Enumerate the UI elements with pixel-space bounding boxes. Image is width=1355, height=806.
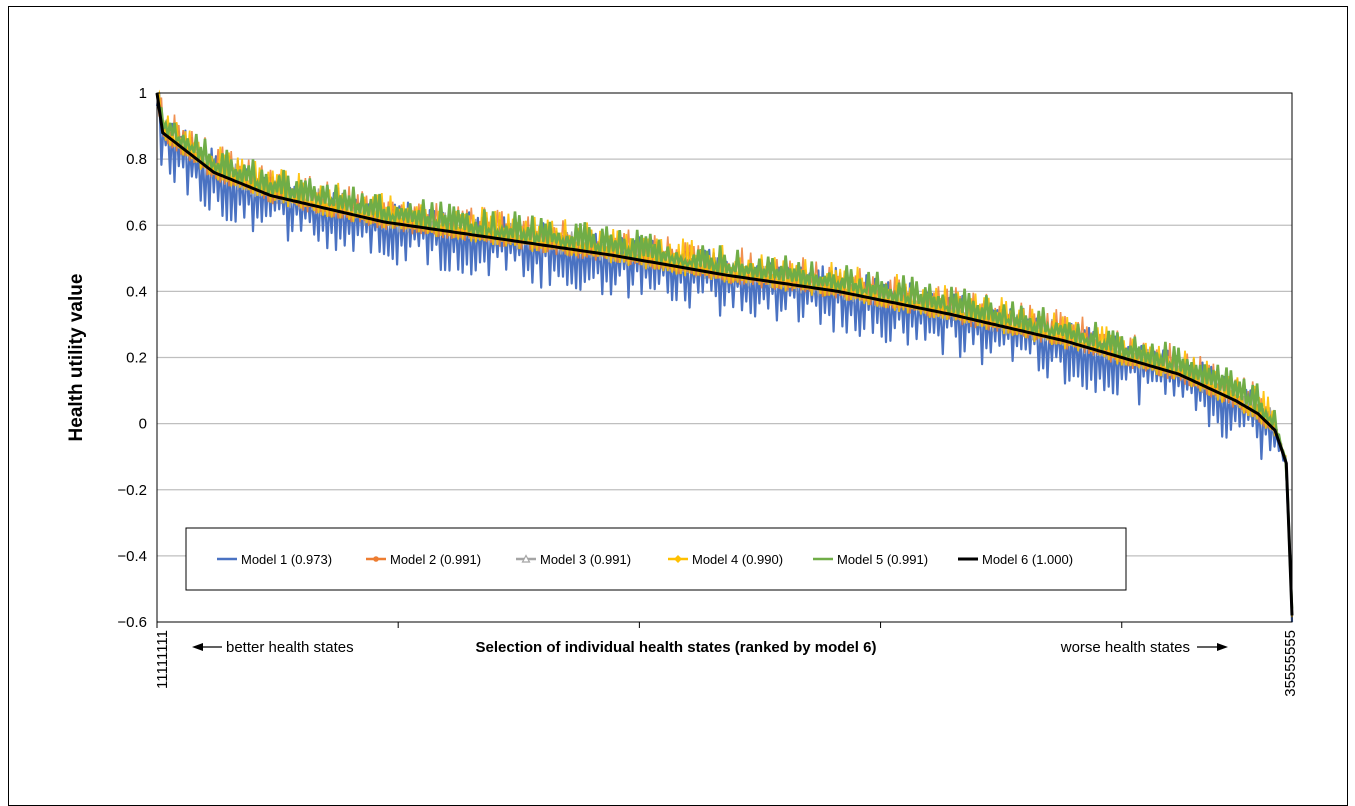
legend-item: Model 4 (0.990) (668, 552, 783, 567)
legend-item: Model 1 (0.973) (217, 552, 332, 567)
y-tick-label: −0.6 (117, 614, 147, 631)
x-last-state-label: 35555555 (1282, 630, 1299, 697)
legend-label: Model 5 (0.991) (837, 552, 928, 567)
legend-marker (521, 554, 531, 563)
y-axis-label: Health utility value (66, 274, 87, 442)
legend-item: Model 2 (0.991) (366, 552, 481, 567)
legend-marker (674, 555, 682, 563)
y-tick-label: 0.6 (126, 217, 147, 234)
legend-label: Model 1 (0.973) (241, 552, 332, 567)
plot-area-border (156, 92, 1293, 623)
x-first-state-label: 11111111 (154, 630, 171, 689)
x-axis-ticks (156, 622, 1123, 628)
y-tick-label: 1 (139, 85, 147, 102)
legend-label: Model 6 (1.000) (982, 552, 1073, 567)
legend-marker (373, 556, 379, 562)
legend-item: Model 3 (0.991) (516, 552, 631, 567)
y-tick-label: 0 (139, 416, 147, 433)
worse-health-text: worse health states (1060, 639, 1190, 656)
legend: Model 1 (0.973) Model 2 (0.991) Model 3 (0… (185, 527, 1127, 591)
y-tick-label: 0.4 (126, 283, 147, 300)
legend-label: Model 2 (0.991) (390, 552, 481, 567)
legend-label: Model 3 (0.991) (540, 552, 631, 567)
legend-item: Model 6 (1.000) (958, 552, 1073, 567)
y-tick-label: −0.4 (117, 548, 147, 565)
series-model-6 (155, 92, 1294, 616)
series-model-5 (155, 92, 1294, 609)
y-tick-label: 0.2 (126, 350, 147, 367)
y-tick-label: −0.2 (117, 482, 147, 499)
y-axis-ticks: 1 0.8 0.6 0.4 0.2 0 −0.2 −0.4 −0.6 (117, 85, 147, 631)
better-health-text: better health states (226, 639, 354, 656)
legend-label: Model 4 (0.990) (692, 552, 783, 567)
legend-item: Model 5 (0.991) (813, 552, 928, 567)
y-tick-label: 0.8 (126, 151, 147, 168)
worse-health-annotation: worse health states (1060, 639, 1228, 656)
utility-chart: 1 0.8 0.6 0.4 0.2 0 −0.2 −0.4 −0.6 Health utilit… (66, 85, 1299, 697)
x-axis-label: Selection of individual health states (r… (476, 639, 877, 656)
better-health-annotation: better health states (192, 639, 354, 656)
model-lines (155, 92, 1294, 616)
